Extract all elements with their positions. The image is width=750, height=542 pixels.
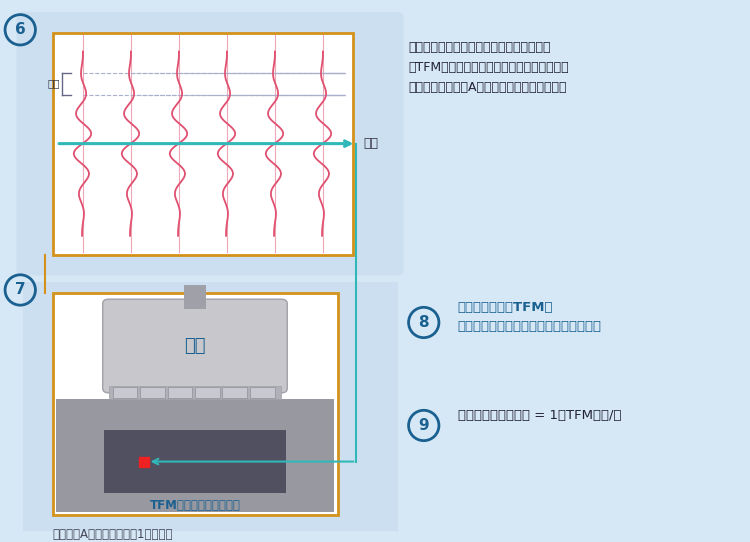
FancyBboxPatch shape	[140, 387, 164, 398]
Text: 一次完整的循环过程 = 1个TFM图像/帧: 一次完整的循环过程 = 1个TFM图像/帧	[458, 409, 621, 422]
FancyBboxPatch shape	[22, 282, 398, 531]
FancyBboxPatch shape	[167, 387, 192, 398]
FancyBboxPatch shape	[103, 299, 287, 393]
FancyBboxPatch shape	[104, 430, 286, 493]
Text: 8: 8	[419, 315, 429, 330]
FancyBboxPatch shape	[56, 399, 334, 512]
Text: 9: 9	[419, 418, 429, 433]
FancyBboxPatch shape	[112, 387, 137, 398]
Text: 选择某种特定的传播模式，针对全聚焦方式
（TFM）区域中的某个特定位置，以所期望的
时间间隔，对所有A扫描进行延迟和总和处理。: 选择某种特定的传播模式，针对全聚焦方式 （TFM）区域中的某个特定位置，以所期望…	[409, 41, 569, 94]
FancyBboxPatch shape	[223, 387, 247, 398]
Text: 总和: 总和	[364, 137, 379, 150]
Text: 6: 6	[15, 22, 26, 37]
FancyBboxPatch shape	[195, 387, 220, 398]
FancyBboxPatch shape	[16, 12, 404, 275]
FancyBboxPatch shape	[53, 293, 338, 515]
Text: 为全聚焦方式（TFM）
区域中的所有像素重复相同的处理过程。: 为全聚焦方式（TFM） 区域中的所有像素重复相同的处理过程。	[458, 301, 602, 333]
FancyBboxPatch shape	[184, 285, 206, 309]
Text: 基于总和A扫描的波幅重建1个像素。: 基于总和A扫描的波幅重建1个像素。	[53, 528, 173, 541]
FancyBboxPatch shape	[250, 387, 274, 398]
Text: TFM（全聚焦方式）区域: TFM（全聚焦方式）区域	[149, 499, 241, 512]
Text: 探头: 探头	[184, 337, 206, 355]
Text: 7: 7	[15, 282, 26, 298]
FancyBboxPatch shape	[109, 386, 281, 399]
FancyBboxPatch shape	[53, 33, 352, 255]
Text: 延迟: 延迟	[47, 79, 60, 89]
